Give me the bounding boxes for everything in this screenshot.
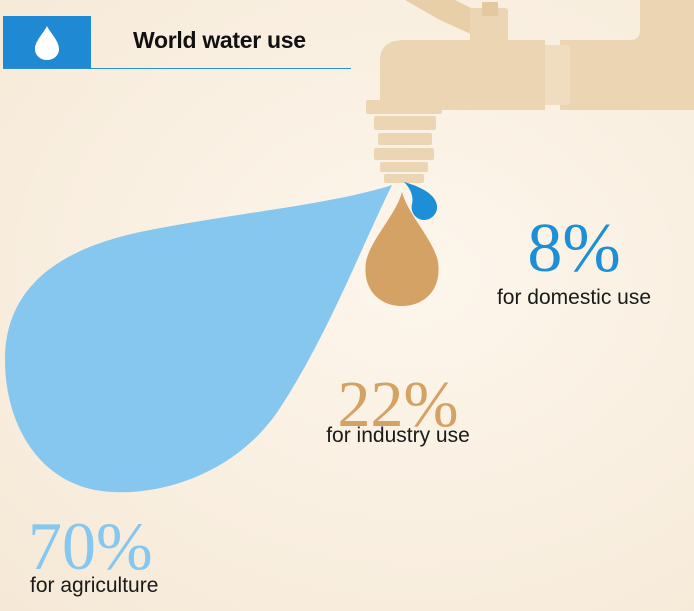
agriculture-value: 70 [28,508,96,584]
industry-percent: 22% [298,372,498,438]
title-icon-box [3,16,91,68]
industry-label: for industry use [326,424,470,447]
water-drop-icon [35,26,59,60]
agriculture-stat: 70% for agriculture [24,512,244,598]
domestic-percent: 8% [474,214,674,284]
page-title: World water use [133,27,306,53]
industry-value: 22 [337,368,404,441]
domestic-unit: % [562,210,621,287]
industry-unit: % [403,368,459,441]
agriculture-unit: % [96,508,153,584]
domestic-stat: 8% for domestic use [474,214,674,310]
domestic-drop-icon [404,182,438,220]
domestic-value: 8 [527,210,563,287]
industry-drop-icon [365,192,439,306]
industry-stat: 22% for industry use [298,372,498,448]
agriculture-label: for agriculture [30,574,159,597]
agriculture-percent: 70% [28,512,244,580]
tap-icon [366,0,694,183]
title-bar: World water use [3,16,351,69]
agriculture-drop-icon [5,185,392,493]
domestic-label: for domestic use [496,286,652,309]
